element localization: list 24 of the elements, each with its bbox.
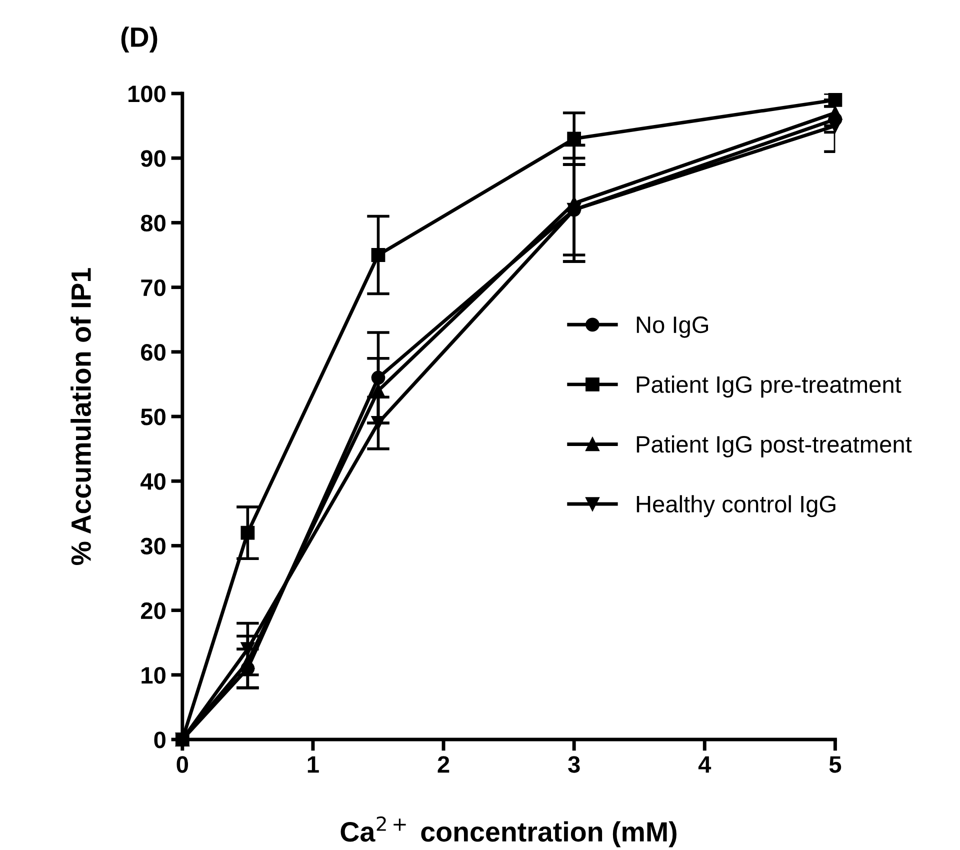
x-tick-label: 1 (308, 756, 319, 773)
y-tick-label: 80 (140, 214, 166, 232)
legend-label: Patient IgG post-treatment (636, 435, 912, 458)
x-tick-label: 5 (829, 756, 842, 773)
x-tick-label: 4 (698, 756, 712, 773)
legend-label: Healthy control IgG (636, 495, 836, 518)
y-tick-label: 60 (141, 344, 166, 361)
y-tick-label: 40 (140, 473, 166, 490)
x-tick-label: 2 (438, 756, 450, 773)
x-axis-title: Ca$^{2+}$ concentration (mM) (340, 816, 676, 848)
y-tick-label: 50 (140, 408, 166, 426)
x-tick-label: 0 (176, 756, 188, 773)
legend-label: Patient IgG pre-treatment (636, 376, 902, 398)
y-tick-label: 90 (140, 150, 166, 167)
y-tick-label: 30 (140, 538, 166, 555)
chart-title: (D) (121, 26, 158, 53)
y-tick-label: 10 (142, 666, 166, 684)
x-tick-label: 3 (568, 756, 580, 773)
y-tick-label: 0 (154, 732, 166, 748)
y-tick-label: 100 (128, 86, 166, 102)
legend-label: No IgG (636, 316, 708, 338)
y-tick-label: 70 (141, 279, 166, 296)
y-tick-label: 20 (140, 602, 166, 620)
y-axis-title: % Accumulation of IP1 (70, 268, 91, 565)
